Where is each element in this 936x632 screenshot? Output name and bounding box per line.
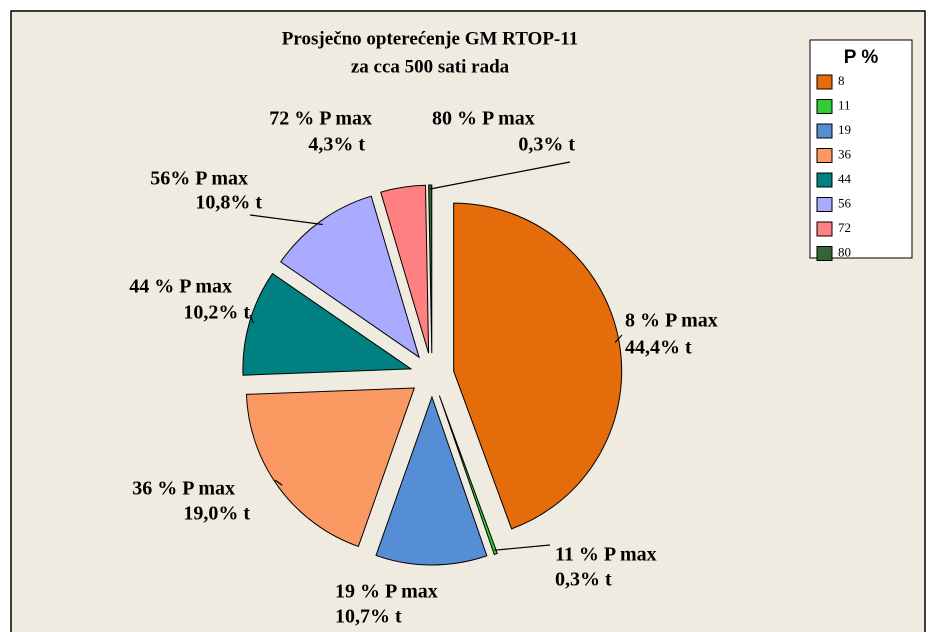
pie-slice xyxy=(453,202,623,530)
leader-line xyxy=(274,479,283,486)
legend-swatch xyxy=(816,123,833,139)
legend-label: 80 xyxy=(838,244,851,259)
chart-subtitle: za cca 500 sati rada xyxy=(351,56,510,77)
value-label: 19,0% t xyxy=(183,503,250,525)
legend-label: 44 xyxy=(838,171,852,186)
pie-slice xyxy=(438,395,498,556)
slice-label: 36 % P max xyxy=(132,478,235,500)
leader-line xyxy=(494,544,551,551)
value-label: 0,3% t xyxy=(518,134,575,156)
legend-swatch xyxy=(816,148,833,163)
legend-swatch xyxy=(816,99,833,114)
pie-slice xyxy=(242,272,413,376)
slice-label: 8 % P max xyxy=(625,310,718,332)
pie-slice xyxy=(380,184,430,354)
legend-swatch xyxy=(816,197,833,212)
slice-label: 72 % P max xyxy=(269,108,372,130)
legend-title: P % xyxy=(844,47,879,68)
slice-label: 56% P max xyxy=(150,168,248,190)
legend-label: 19 xyxy=(838,122,851,137)
value-label: 0,3% t xyxy=(555,569,612,591)
slice-label: 19 % P max xyxy=(335,581,438,603)
slice-label: 80 % P max xyxy=(432,108,535,130)
chart-title: Prosječno opterećenje GM RTOP-11 xyxy=(282,28,578,49)
pie-slice xyxy=(280,195,420,359)
value-label: 44,4% t xyxy=(625,337,692,359)
legend-swatch xyxy=(816,172,833,188)
leader-line xyxy=(430,161,571,190)
value-label: 10,7% t xyxy=(335,606,402,628)
leader-line xyxy=(249,214,323,226)
leader-line xyxy=(249,314,254,324)
legend-label: 36 xyxy=(838,146,852,161)
pie-slice xyxy=(375,395,488,566)
pie-slice xyxy=(245,387,415,548)
legend-label: 72 xyxy=(838,220,851,235)
value-label: 10,8% t xyxy=(195,192,262,214)
legend-label: 11 xyxy=(838,97,851,112)
legend-swatch xyxy=(816,74,833,90)
legend-swatch xyxy=(816,221,833,237)
pie-slice xyxy=(428,184,433,354)
leader-line xyxy=(614,334,623,343)
legend-label: 56 xyxy=(838,195,852,210)
legend-label: 8 xyxy=(838,73,845,88)
legend-swatch xyxy=(816,246,833,261)
value-label: 4,3% t xyxy=(308,134,365,156)
slice-label: 44 % P max xyxy=(129,276,232,298)
slice-label: 11 % P max xyxy=(555,544,657,566)
value-label: 10,2% t xyxy=(183,302,250,324)
